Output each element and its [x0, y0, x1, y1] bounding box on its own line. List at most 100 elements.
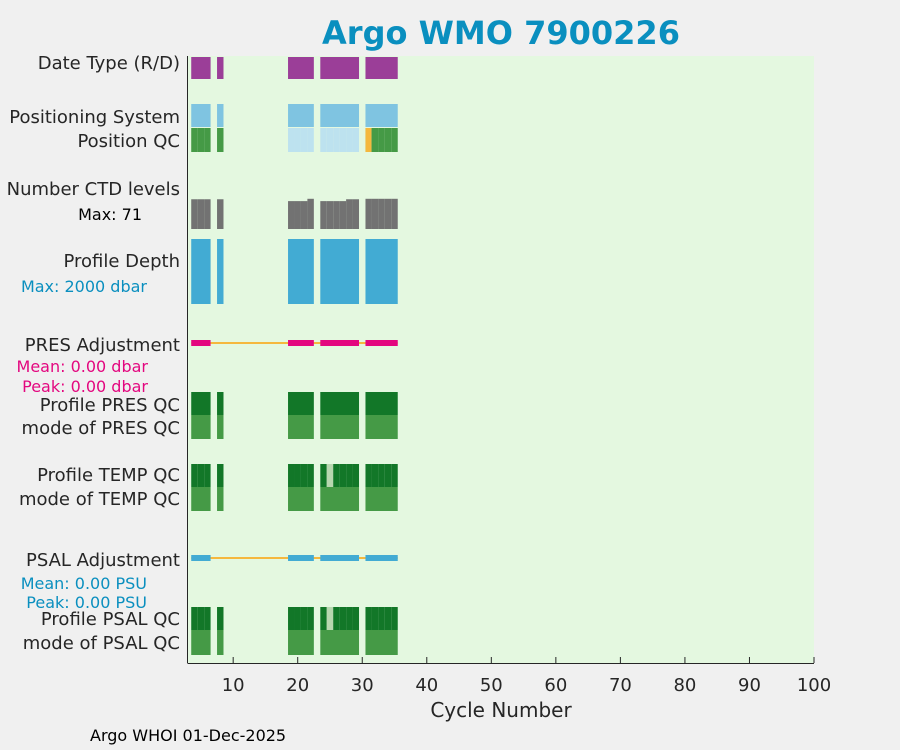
- position-qc-cell: [294, 128, 301, 152]
- label-psal-peak: Peak: 0.00 PSU: [26, 593, 147, 612]
- profile-temp-qc-cell: [346, 464, 353, 487]
- profile-temp-qc-cell: [339, 464, 347, 487]
- position-qc-cell: [300, 128, 308, 152]
- position-qc-cell: [346, 128, 353, 152]
- label-psal-mean: Mean: 0.00 PSU: [21, 574, 147, 593]
- label-position-qc: Position QC: [77, 131, 180, 152]
- ctd-levels-bar: [300, 201, 308, 229]
- chart-title: Argo WMO 7900226: [322, 14, 680, 52]
- x-tick-label: 50: [480, 675, 503, 696]
- profile-depth-bar: [217, 239, 224, 304]
- position-qc-cell: [204, 128, 211, 152]
- ctd-levels-bar: [339, 201, 347, 229]
- x-tick-label: 100: [797, 675, 831, 696]
- position-qc-cell: [320, 128, 327, 152]
- profile-psal-qc-cell: [294, 607, 301, 630]
- mode-psal-qc-bar: [288, 630, 314, 655]
- ctd-levels-bar: [197, 199, 205, 229]
- ctd-levels-bar: [391, 198, 398, 229]
- profile-temp-qc-cell: [320, 464, 327, 487]
- position-qc-flag: [365, 128, 372, 152]
- position-qc-cell: [197, 128, 205, 152]
- profile-temp-qc-cell: [191, 464, 198, 487]
- profile-temp-qc-cell: [384, 464, 392, 487]
- chart-marks: [191, 57, 398, 655]
- position-qc-cell: [391, 128, 398, 152]
- profile-pres-qc-bar: [365, 392, 398, 415]
- profile-temp-qc-cell: [204, 464, 211, 487]
- mode-psal-qc-bar: [217, 630, 224, 655]
- label-depth-max: Max: 2000 dbar: [21, 277, 147, 296]
- ctd-levels-bar: [204, 199, 211, 229]
- label-profile-temp-qc: Profile TEMP QC: [37, 465, 180, 486]
- x-tick-label: 90: [738, 675, 761, 696]
- profile-pres-qc-bar: [217, 392, 224, 415]
- mode-psal-qc-bar: [320, 630, 360, 655]
- profile-psal-qc-cell: [352, 607, 360, 630]
- label-number-ctd-levels: Number CTD levels: [7, 179, 180, 200]
- ctd-levels-bar: [333, 201, 340, 229]
- ctd-levels-bar: [294, 201, 301, 229]
- x-tick-label: 10: [222, 675, 245, 696]
- profile-psal-qc-cell: [333, 607, 340, 630]
- profile-psal-qc-cell: [197, 607, 205, 630]
- profile-pres-qc-bar: [288, 392, 314, 415]
- profile-temp-qc-cell: [352, 464, 360, 487]
- x-tick-label: 70: [609, 675, 632, 696]
- mode-psal-qc-bar: [191, 630, 211, 655]
- ctd-levels-bar: [288, 201, 295, 229]
- label-pres-adjustment: PRES Adjustment: [25, 335, 180, 356]
- label-mode-temp-qc: mode of TEMP QC: [19, 489, 180, 510]
- label-pres-peak: Peak: 0.00 dbar: [22, 377, 148, 396]
- position-qc-cell: [191, 128, 198, 152]
- profile-psal-qc-cell: [371, 607, 379, 630]
- ctd-levels-bar: [384, 198, 392, 229]
- ctd-levels-bar: [365, 198, 372, 229]
- label-date-type: Date Type (R/D): [38, 53, 180, 74]
- profile-temp-qc-cell: [307, 464, 314, 487]
- profile-depth-bar: [365, 239, 398, 304]
- profile-temp-qc-cell: [197, 464, 205, 487]
- date-type-bar: [191, 57, 211, 79]
- plot-area: [188, 56, 814, 663]
- profile-pres-qc-bar: [320, 392, 360, 415]
- profile-psal-qc-cell: [300, 607, 308, 630]
- profile-psal-qc-cell: [204, 607, 211, 630]
- profile-psal-qc-cell: [307, 607, 314, 630]
- profile-psal-qc-cell: [326, 607, 334, 630]
- profile-temp-qc-cell: [378, 464, 385, 487]
- ctd-levels-bar: [191, 199, 198, 229]
- psal-adjustment-segment: [288, 555, 314, 561]
- x-tick-label: 20: [286, 675, 309, 696]
- profile-psal-qc-cell: [191, 607, 198, 630]
- psal-adjustment-segment: [320, 555, 360, 561]
- psal-adjustment-segment: [191, 555, 211, 561]
- label-pres-mean: Mean: 0.00 dbar: [17, 357, 149, 376]
- ctd-levels-bar: [326, 201, 334, 229]
- pres-adjustment-segment: [191, 340, 211, 346]
- label-mode-psal-qc: mode of PSAL QC: [23, 633, 180, 654]
- date-type-bar: [320, 57, 360, 79]
- mode-pres-qc-bar: [191, 415, 211, 439]
- psal-adjustment-segment: [365, 555, 398, 561]
- x-tick-label: 30: [351, 675, 374, 696]
- profile-psal-qc-cell: [339, 607, 347, 630]
- pres-adjustment-segment: [288, 340, 314, 346]
- position-qc-cell: [307, 128, 314, 152]
- profile-pres-qc-bar: [191, 392, 211, 415]
- date-type-bar: [217, 57, 224, 79]
- footer-credit: Argo WHOI 01-Dec-2025: [90, 726, 286, 745]
- profile-depth-bar: [320, 239, 360, 304]
- position-qc-cell: [333, 128, 340, 152]
- profile-temp-qc-cell: [371, 464, 379, 487]
- label-profile-pres-qc: Profile PRES QC: [40, 395, 180, 416]
- mode-pres-qc-bar: [288, 415, 314, 439]
- mode-temp-qc-bar: [288, 487, 314, 511]
- position-qc-cell: [217, 128, 224, 152]
- position-qc-cell: [378, 128, 385, 152]
- profile-depth-bar: [288, 239, 314, 304]
- x-axis-label: Cycle Number: [430, 698, 572, 722]
- profile-psal-qc-cell: [320, 607, 327, 630]
- mode-psal-qc-bar: [365, 630, 398, 655]
- x-tick-label: 80: [673, 675, 696, 696]
